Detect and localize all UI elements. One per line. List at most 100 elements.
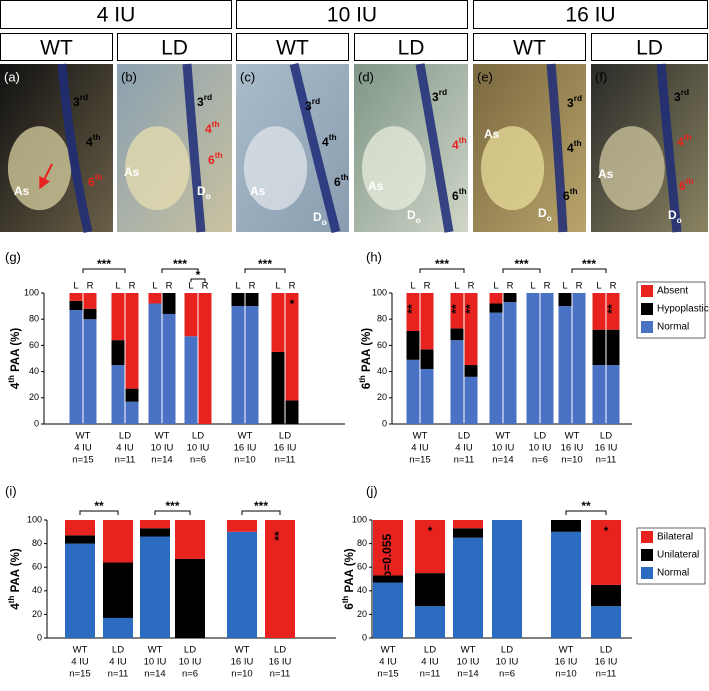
y-tick-label: 80 [357,538,367,548]
x-tick-label: n=14 [144,669,165,680]
bar-segment [227,520,257,532]
side-label: L [562,281,567,292]
bar-segment [373,575,403,583]
bar-segment [111,293,125,341]
photo-panel [591,63,708,233]
bar-segment [125,388,139,402]
bar-segment [140,536,170,638]
bar-segment [140,520,170,529]
bar-segment [558,293,572,307]
x-tick-label: n=10 [561,455,582,466]
photo-label: 6th [334,172,349,189]
group-header: 16 IU [565,4,615,27]
x-tick-label: 10 IU [179,657,202,668]
subgroup-header: WT [276,37,309,60]
x-tick-label: LD [184,645,196,656]
y-tick-label: 0 [362,632,367,642]
x-tick-label: n=11 [270,669,291,680]
bar-segment [551,520,581,532]
y-tick-label: 40 [29,366,39,376]
bar-segment [265,520,295,638]
text-part: PAA (%) [10,548,22,595]
x-tick-label: 4 IU [379,657,397,668]
x-tick-label: 10 IU [457,657,480,668]
photo-panel [236,62,349,234]
x-tick-label: 16 IU [231,657,254,668]
photo-label: Do [197,184,211,201]
text-part: th [341,172,349,182]
photo-label: 4th [322,132,337,149]
text-part: 3 [197,95,204,109]
bracket-label: ** [581,499,591,513]
x-tick-label: n=14 [151,455,172,466]
photo-label: 6th [679,176,694,193]
y-axis-label: 4th PAA (%) [7,328,22,389]
panel-letter: (d) [358,69,374,84]
bar-note: ** [449,304,463,314]
bar-segment [592,365,606,424]
x-tick-label: WT [413,431,428,442]
text-part: o [322,217,327,227]
photo-label: 3rd [674,87,689,104]
bar-segment [271,351,285,424]
photo-panel [117,63,232,233]
x-tick-label: n=15 [69,669,90,680]
bar-note: ** [405,304,419,314]
text-part: 6 [88,175,95,189]
bar-segment [420,293,434,350]
bar-segment [503,293,517,303]
photo-tissue [480,126,545,211]
photo-label: 6th [563,186,578,203]
side-label: L [188,281,193,292]
bracket [502,268,541,273]
x-tick-label: WT [381,645,396,656]
text-part: As [250,184,266,198]
side-label: L [115,281,120,292]
text-part: rd [681,87,689,97]
text-part: o [677,215,682,225]
x-tick-label: 10 IU [144,657,167,668]
bar-segment [148,303,162,424]
bar-segment [503,302,517,424]
bar-segment [83,308,97,320]
bar-segment [184,336,198,424]
x-tick-label: WT [565,431,580,442]
bar-segment [464,376,478,424]
bracket [79,510,119,515]
bar-segment [415,573,445,607]
bar-segment [453,520,483,529]
x-tick-label: 16 IU [234,443,257,454]
y-axis-label: 6th PAA (%) [341,548,356,609]
bar-segment [162,293,176,314]
bracket [565,510,607,515]
legend-label: Normal [657,568,689,579]
legend-swatch [641,303,653,315]
text-part: 3 [674,90,681,104]
text-part: o [206,191,211,201]
text-part: D [668,208,677,222]
photo-label: As [124,165,140,179]
bar-note: ** [272,531,286,541]
x-tick-label: WT [155,431,170,442]
side-label: R [544,281,551,292]
y-tick-label: 100 [24,287,39,297]
x-tick-label: 4 IU [71,657,89,668]
y-tick-label: 20 [377,392,387,402]
side-label: R [202,281,209,292]
text-part: D [197,184,206,198]
legend-swatch [641,321,653,333]
photo-label: Do [407,208,421,225]
x-tick-label: n=11 [454,455,475,466]
text-part: 6 [452,189,459,203]
x-tick-label: n=10 [555,669,576,680]
side-label: L [235,281,240,292]
x-tick-label: n=15 [377,669,398,680]
text-part: th [570,186,578,196]
y-tick-label: 20 [29,392,39,402]
x-tick-label: WT [496,431,511,442]
photo-vessel [415,63,454,233]
x-tick-label: LD [112,645,124,656]
text-part: 4 [10,603,22,610]
subgroup-header: WT [40,37,73,60]
legend-swatch [641,285,653,297]
